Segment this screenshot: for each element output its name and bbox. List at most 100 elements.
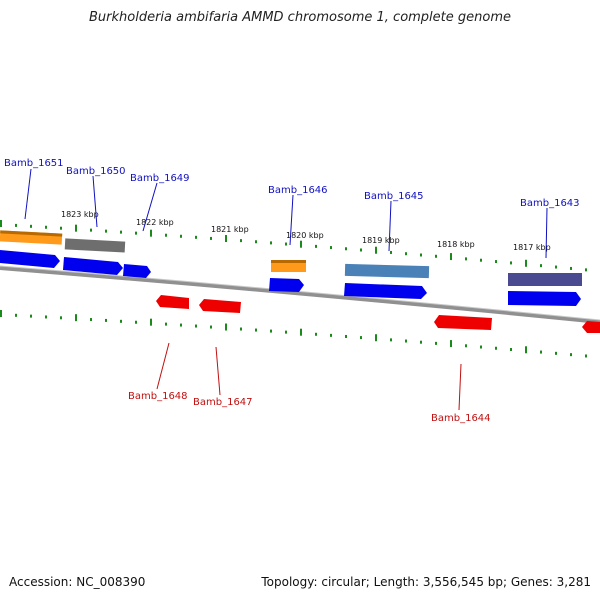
gene-label-bamb1644[interactable]: Bamb_1644 — [431, 413, 491, 424]
lower-tick-20 — [300, 328, 302, 336]
lower-tick-7 — [105, 318, 107, 322]
gene-label-bamb1645[interactable]: Bamb_1645 — [364, 191, 424, 202]
lower-tick-28 — [420, 340, 422, 344]
lower-tick-31 — [465, 344, 467, 348]
upper-tick-17 — [255, 240, 257, 244]
forward-gene-arrow-2[interactable] — [63, 257, 123, 275]
kbp-label-1820: 1820 kbp — [286, 231, 324, 240]
upper-tick-21 — [315, 244, 317, 248]
lower-tick-27 — [405, 339, 407, 343]
lower-tick-3 — [45, 315, 47, 319]
upper-tick-3 — [45, 225, 47, 229]
upper-tick-26 — [390, 250, 392, 254]
upper-tick-8 — [120, 230, 122, 234]
lower-tick-2 — [30, 314, 32, 318]
lower-tick-37 — [555, 351, 557, 355]
chromosome-backbone — [0, 266, 600, 324]
lower-tick-13 — [195, 324, 197, 328]
lower-tick-39 — [585, 354, 587, 358]
lower-tick-6 — [90, 318, 92, 322]
upper-tick-25 — [375, 246, 377, 254]
kbp-label-1819: 1819 kbp — [362, 236, 400, 245]
upper-tick-24 — [360, 248, 362, 252]
upper-tick-19 — [285, 242, 287, 246]
lower-tick-4 — [60, 316, 62, 320]
lower-tick-9 — [135, 320, 137, 324]
gene-label-bamb1648[interactable]: Bamb_1648 — [128, 391, 188, 402]
gene-label-bamb1647[interactable]: Bamb_1647 — [193, 397, 253, 408]
lower-tick-33 — [495, 346, 497, 350]
leader-bamb1644 — [458, 363, 462, 411]
lower-tick-5 — [75, 314, 77, 322]
upper-tick-22 — [330, 246, 332, 250]
leader-bamb1650 — [92, 175, 98, 228]
chromosome-backbone-highlight — [0, 265, 600, 321]
lower-tick-29 — [435, 341, 437, 345]
upper-tick-4 — [60, 226, 62, 230]
lower-tick-0 — [0, 310, 2, 317]
reverse-gene-arrow-bamb1644[interactable] — [434, 315, 492, 330]
lower-tick-30 — [450, 340, 452, 348]
gene-bar-bamb1650[interactable] — [64, 238, 126, 253]
lower-tick-10 — [150, 318, 152, 326]
tick-row-upper — [0, 220, 587, 272]
forward-gene-arrow-1[interactable] — [0, 250, 60, 268]
lower-tick-19 — [285, 330, 287, 334]
lower-tick-23 — [345, 334, 347, 338]
gene-bar-bamb1645[interactable] — [344, 263, 430, 279]
upper-tick-28 — [420, 253, 422, 257]
upper-tick-23 — [345, 247, 347, 251]
lower-tick-36 — [540, 350, 542, 354]
upper-tick-12 — [180, 234, 182, 238]
upper-tick-9 — [135, 231, 137, 235]
upper-tick-2 — [30, 224, 32, 228]
gene-label-bamb1649[interactable]: Bamb_1649 — [130, 173, 190, 184]
gene-bar-bamb1651-shadow — [0, 230, 63, 237]
lower-tick-38 — [570, 353, 572, 357]
leader-bamb1643 — [545, 207, 548, 259]
lower-tick-11 — [165, 322, 167, 326]
lower-tick-34 — [510, 348, 512, 352]
gene-bar-bamb1646-shadow — [271, 260, 306, 263]
upper-tick-32 — [480, 258, 482, 262]
gene-label-bamb1651[interactable]: Bamb_1651 — [4, 158, 64, 169]
map-title: Burkholderia ambifaria AMMD chromosome 1… — [88, 10, 512, 25]
topology-text: Topology: circular; Length: 3,556,545 bp… — [261, 575, 591, 589]
reverse-gene-arrow-bamb1647[interactable] — [199, 299, 241, 313]
leader-bamb1651 — [24, 168, 32, 220]
lower-tick-16 — [240, 327, 242, 331]
upper-tick-31 — [465, 257, 467, 261]
lower-tick-35 — [525, 346, 527, 354]
lower-tick-17 — [255, 328, 257, 332]
upper-tick-18 — [270, 241, 272, 245]
lower-tick-26 — [390, 338, 392, 342]
tick-row-lower — [0, 310, 587, 358]
gene-label-bamb1650[interactable]: Bamb_1650 — [66, 166, 126, 177]
leader-bamb1645 — [388, 200, 392, 252]
upper-tick-14 — [210, 236, 212, 240]
reverse-gene-arrow-edge[interactable] — [582, 321, 600, 333]
reverse-gene-arrow-bamb1648[interactable] — [156, 295, 189, 309]
upper-tick-10 — [150, 229, 152, 237]
upper-tick-38 — [570, 266, 572, 270]
upper-tick-36 — [540, 264, 542, 268]
upper-tick-0 — [0, 220, 2, 227]
kbp-label-1818: 1818 kbp — [437, 240, 475, 249]
gene-label-bamb1646[interactable]: Bamb_1646 — [268, 185, 328, 196]
lower-tick-14 — [210, 325, 212, 329]
kbp-label-1823: 1823 kbp — [61, 210, 99, 219]
forward-gene-arrow-3[interactable] — [123, 264, 151, 278]
upper-tick-20 — [300, 240, 302, 248]
lower-tick-18 — [270, 329, 272, 333]
upper-tick-1 — [15, 223, 17, 227]
forward-gene-arrow-4[interactable] — [269, 278, 304, 292]
upper-tick-15 — [225, 235, 227, 243]
forward-gene-arrow-6[interactable] — [508, 291, 581, 306]
leader-bamb1646 — [289, 194, 294, 246]
lower-tick-8 — [120, 319, 122, 323]
lower-tick-21 — [315, 332, 317, 336]
forward-gene-arrow-5[interactable] — [344, 283, 427, 299]
gene-label-bamb1643[interactable]: Bamb_1643 — [520, 198, 580, 209]
gene-bar-bamb1643[interactable] — [508, 273, 582, 286]
